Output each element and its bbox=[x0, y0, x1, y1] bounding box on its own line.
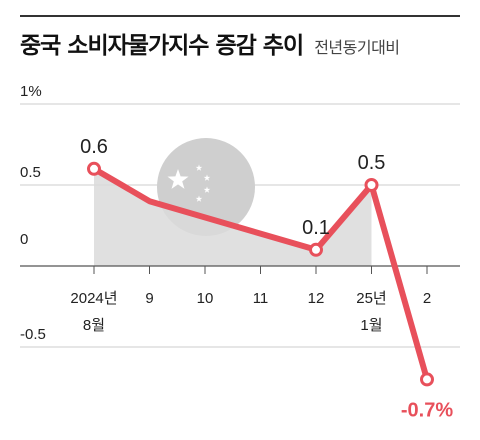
x-tick-label: 10 bbox=[197, 290, 214, 307]
label-layer: 0.6 0.1 0.5 -0.7% bbox=[80, 136, 453, 422]
data-label: -0.7% bbox=[401, 399, 453, 421]
flag-small-star bbox=[195, 164, 203, 171]
chart-title: 중국 소비자물가지수 증감 추이 bbox=[20, 33, 304, 59]
x-tick-label: 12 bbox=[308, 290, 325, 307]
data-point bbox=[309, 242, 323, 257]
flag-big-star bbox=[167, 169, 189, 189]
flag-small-star bbox=[203, 174, 211, 181]
data-label: 0.5 bbox=[358, 152, 386, 174]
x-tick-label: 1월 bbox=[360, 317, 382, 334]
x-tick-label: 2 bbox=[423, 290, 431, 307]
axis-layer: 2024년 8월 9 10 11 12 25년 1월 2 bbox=[20, 265, 460, 334]
grid-layer: 1% 0.5 0 -0.5 bbox=[20, 83, 460, 348]
x-tick-label: 25년 bbox=[356, 290, 387, 307]
top-rule bbox=[20, 15, 460, 17]
flag-small-star bbox=[195, 195, 203, 202]
y-tick-label: 0.5 bbox=[20, 164, 41, 181]
data-label: 0.1 bbox=[302, 217, 330, 239]
y-tick-label: 0 bbox=[20, 231, 28, 248]
x-tick-label: 9 bbox=[145, 290, 153, 307]
flag-small-star bbox=[203, 186, 211, 193]
area-layer bbox=[94, 168, 372, 266]
y-tick-label: 1% bbox=[20, 83, 42, 100]
data-point bbox=[87, 161, 101, 176]
x-tick-label: 8월 bbox=[83, 317, 105, 334]
x-tick-label: 2024년 bbox=[70, 290, 117, 307]
data-point bbox=[364, 178, 379, 192]
area-fill bbox=[94, 168, 372, 266]
data-point bbox=[420, 372, 434, 387]
line-layer bbox=[87, 161, 434, 387]
data-label: 0.6 bbox=[80, 136, 108, 158]
chart-subtitle: 전년동기대비 bbox=[314, 38, 400, 57]
y-tick-label: -0.5 bbox=[20, 326, 46, 343]
series-line bbox=[91, 165, 430, 383]
title-row: 중국 소비자물가지수 증감 추이 전년동기대비 bbox=[20, 26, 400, 60]
x-tick-label: 11 bbox=[253, 290, 269, 307]
